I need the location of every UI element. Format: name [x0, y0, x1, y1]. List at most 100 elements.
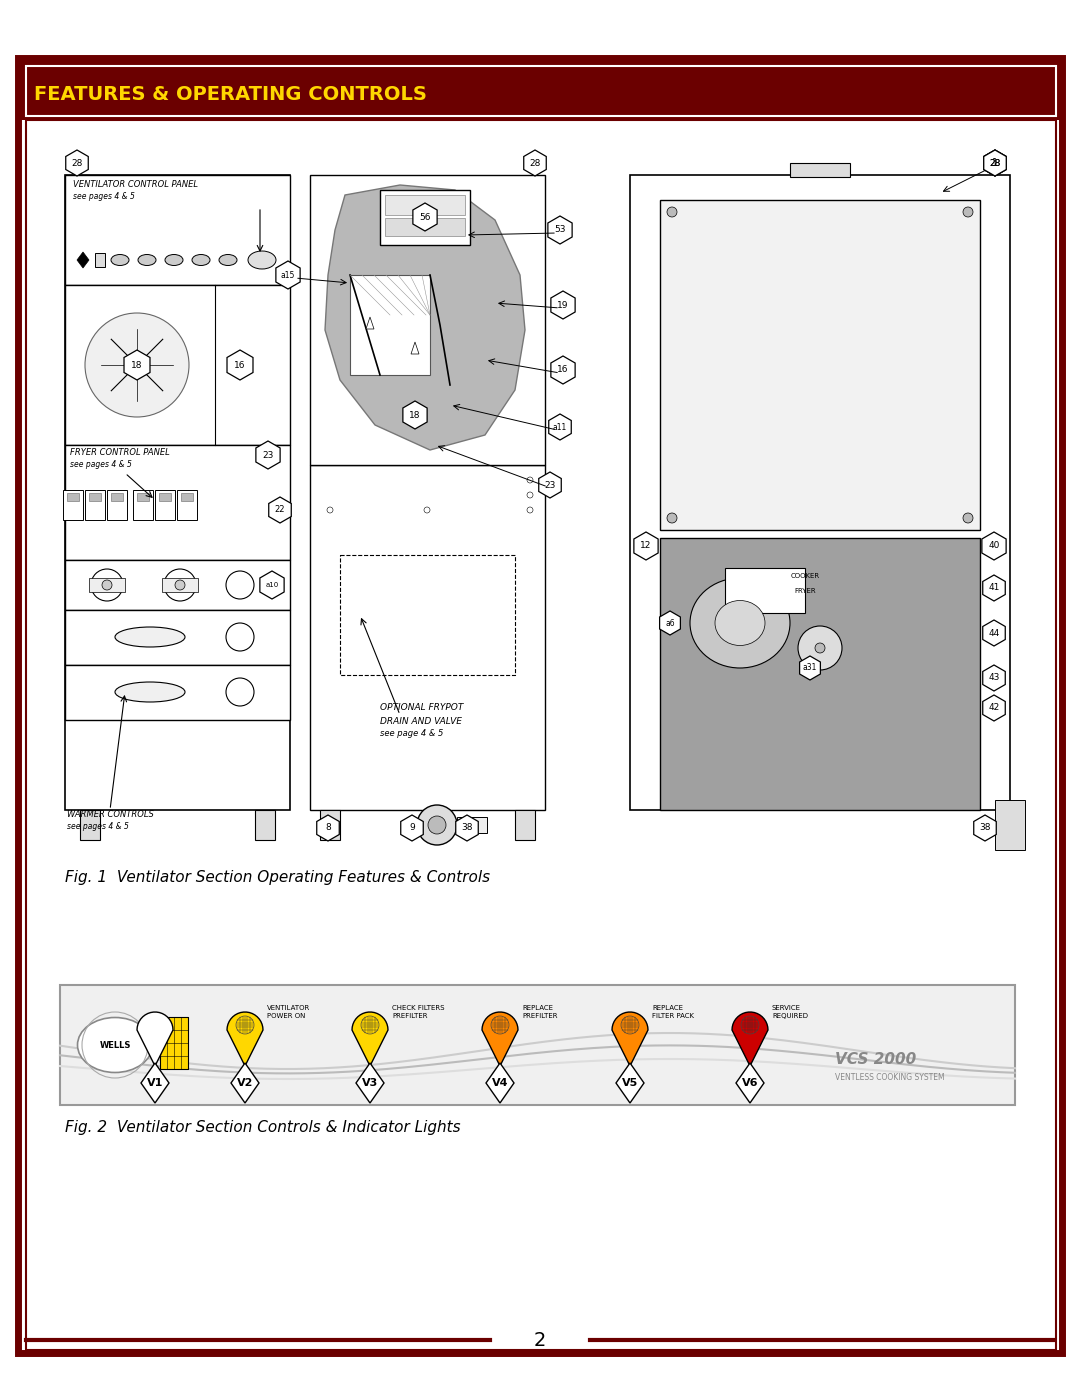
Text: 28: 28 — [71, 158, 83, 168]
Text: see page 4 & 5: see page 4 & 5 — [380, 729, 444, 738]
Circle shape — [226, 571, 254, 599]
Text: a31: a31 — [802, 664, 818, 672]
Circle shape — [491, 1016, 509, 1034]
Circle shape — [226, 623, 254, 651]
Text: 42: 42 — [988, 704, 1000, 712]
Polygon shape — [227, 1011, 264, 1066]
Polygon shape — [549, 414, 571, 440]
Polygon shape — [141, 1063, 168, 1104]
Bar — [95, 253, 105, 267]
Bar — [111, 493, 123, 502]
Polygon shape — [524, 149, 546, 176]
Text: VCS 2000: VCS 2000 — [835, 1052, 916, 1067]
Circle shape — [361, 1016, 379, 1034]
Bar — [380, 190, 470, 244]
Circle shape — [621, 1016, 639, 1034]
Bar — [26, 66, 1056, 116]
Bar — [515, 810, 535, 840]
Polygon shape — [275, 261, 300, 289]
Circle shape — [667, 207, 677, 217]
Circle shape — [963, 513, 973, 522]
Bar — [89, 578, 125, 592]
Text: SERVICE
REQUIRED: SERVICE REQUIRED — [772, 1006, 808, 1018]
Bar — [630, 175, 1010, 810]
Text: VENTLESS COOKING SYSTEM: VENTLESS COOKING SYSTEM — [835, 1073, 945, 1083]
Polygon shape — [403, 401, 427, 429]
Bar — [60, 985, 1015, 1105]
Bar — [340, 555, 515, 675]
Bar — [65, 560, 291, 610]
Circle shape — [428, 816, 446, 834]
Text: 8: 8 — [325, 823, 330, 833]
Polygon shape — [316, 814, 339, 841]
Bar — [89, 493, 102, 502]
Polygon shape — [983, 620, 1005, 645]
Bar — [660, 200, 980, 529]
Text: see pages 4 & 5: see pages 4 & 5 — [70, 460, 132, 469]
Polygon shape — [551, 356, 576, 384]
Bar — [65, 175, 291, 285]
Polygon shape — [982, 532, 1007, 560]
Text: WELLS: WELLS — [99, 1041, 131, 1049]
Polygon shape — [401, 814, 423, 841]
Text: 44: 44 — [988, 629, 1000, 637]
Bar — [255, 810, 275, 840]
Ellipse shape — [78, 1017, 152, 1073]
Bar — [133, 490, 153, 520]
Text: a6: a6 — [665, 619, 675, 627]
Polygon shape — [137, 1011, 173, 1066]
Text: a10: a10 — [266, 583, 279, 588]
Ellipse shape — [690, 578, 789, 668]
Text: 18: 18 — [132, 360, 143, 369]
Ellipse shape — [114, 627, 185, 647]
Text: 18: 18 — [409, 411, 421, 419]
Polygon shape — [231, 1063, 259, 1104]
Polygon shape — [634, 532, 658, 560]
Bar — [457, 817, 487, 833]
Polygon shape — [539, 472, 562, 497]
Polygon shape — [735, 1063, 764, 1104]
Text: 9: 9 — [409, 823, 415, 833]
Polygon shape — [612, 1011, 648, 1066]
Polygon shape — [974, 814, 996, 841]
Text: 56: 56 — [419, 212, 431, 222]
Bar — [181, 493, 193, 502]
Text: Fig. 1  Ventilator Section Operating Features & Controls: Fig. 1 Ventilator Section Operating Feat… — [65, 870, 490, 886]
Text: V6: V6 — [742, 1078, 758, 1088]
Text: a11: a11 — [553, 422, 567, 432]
Ellipse shape — [165, 254, 183, 265]
Text: a15: a15 — [281, 271, 295, 279]
Bar — [156, 490, 175, 520]
Circle shape — [527, 507, 534, 513]
Bar — [384, 196, 465, 215]
Circle shape — [815, 643, 825, 652]
Circle shape — [91, 569, 123, 601]
Polygon shape — [124, 351, 150, 380]
Polygon shape — [227, 351, 253, 380]
Polygon shape — [482, 1011, 518, 1066]
Circle shape — [527, 476, 534, 483]
Text: 43: 43 — [988, 673, 1000, 683]
Circle shape — [963, 207, 973, 217]
Polygon shape — [732, 1011, 768, 1066]
Circle shape — [175, 580, 185, 590]
Text: 28: 28 — [529, 158, 541, 168]
Text: V1: V1 — [147, 1078, 163, 1088]
Text: 38: 38 — [980, 823, 990, 833]
Circle shape — [129, 358, 145, 373]
Bar — [65, 175, 291, 810]
Polygon shape — [325, 184, 525, 450]
Ellipse shape — [111, 254, 129, 265]
Circle shape — [667, 513, 677, 522]
Polygon shape — [413, 203, 437, 231]
Polygon shape — [486, 1063, 514, 1104]
Ellipse shape — [192, 254, 210, 265]
Bar — [995, 800, 1025, 849]
Bar — [162, 578, 198, 592]
Polygon shape — [411, 342, 419, 353]
Text: 16: 16 — [557, 366, 569, 374]
Text: FRYER: FRYER — [794, 588, 815, 594]
Circle shape — [226, 678, 254, 705]
Ellipse shape — [219, 254, 237, 265]
Circle shape — [327, 507, 333, 513]
